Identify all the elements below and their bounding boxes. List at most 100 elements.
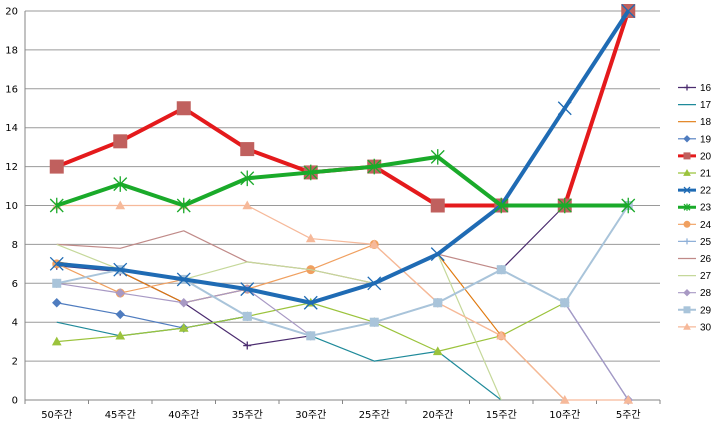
data-point: [430, 198, 445, 213]
series-line-30: [56, 204, 629, 401]
x-axis: 50주간 45주간 40주간 35주간 30주간 25주간 20주간 15주간 10주간 5주간: [24, 399, 661, 421]
x-tick-label: 10주간: [549, 409, 580, 421]
series-line-25: [56, 205, 629, 337]
data-point: [240, 282, 255, 297]
data-point: [115, 288, 125, 298]
data-point: [430, 149, 445, 165]
y-tick-label: 20: [5, 7, 18, 18]
legend-entry-28: 28: [678, 288, 712, 299]
legend-label: 25: [700, 237, 712, 248]
data-point: [433, 298, 443, 308]
legend-entry-25: 25: [678, 237, 712, 248]
data-point: [496, 265, 506, 275]
y-tick-label: 10: [5, 201, 18, 212]
x-tick-label: 15주간: [486, 409, 517, 421]
data-point: [176, 197, 191, 214]
data-point: [113, 134, 128, 149]
series-line-21: [56, 302, 566, 352]
legend-label: 16: [700, 83, 712, 94]
x-tick-label: 45주간: [105, 409, 136, 421]
data-point: [559, 394, 570, 404]
data-point: [621, 197, 636, 214]
y-tick-label: 2: [12, 357, 18, 368]
series-line-29: [56, 204, 630, 337]
data-point: [113, 176, 128, 192]
legend-marker: [683, 306, 691, 314]
series-17: [56, 315, 502, 401]
data-point: [240, 142, 255, 157]
legend-label: 30: [700, 322, 712, 333]
data-point: [621, 4, 636, 18]
series-line-22: [56, 9, 630, 305]
legend-entry-29: 29: [678, 305, 712, 316]
series-19: [52, 264, 633, 405]
y-tick-label: 8: [12, 240, 18, 251]
data-point: [367, 158, 382, 175]
data-point: [369, 239, 380, 249]
data-point: [52, 278, 62, 288]
legend-label: 17: [700, 100, 712, 111]
legend-entry-16: 16: [678, 83, 712, 94]
series-line-16: [56, 10, 629, 347]
data-point: [49, 256, 64, 271]
data-point: [242, 200, 253, 210]
data-point: [432, 346, 443, 356]
data-point: [115, 330, 126, 340]
data-point: [557, 101, 572, 116]
legend-marker: [683, 220, 691, 228]
legend-entry-30: 30: [678, 322, 712, 333]
series-line-17: [56, 315, 502, 401]
legend-marker: [683, 186, 691, 194]
legend-entry-19: 19: [678, 134, 712, 145]
legend-label: 23: [700, 203, 712, 214]
data-point: [52, 298, 62, 308]
legend-label: 20: [700, 151, 712, 162]
legend-entry-22: 22: [678, 186, 712, 197]
data-point: [49, 159, 64, 174]
series-line-19: [56, 269, 629, 401]
legend-entry-17: 17: [678, 100, 712, 111]
x-tick-label: 30주간: [295, 409, 326, 421]
data-point: [115, 309, 125, 320]
x-tick-label: 20주간: [422, 409, 453, 421]
data-point: [306, 331, 316, 341]
series-22: [49, 4, 636, 310]
data-point: [176, 101, 191, 116]
y-tick-label: 18: [5, 45, 18, 56]
data-point: [496, 330, 507, 340]
data-point: [51, 336, 62, 346]
data-point: [176, 272, 191, 287]
series-21: [51, 297, 570, 356]
y-tick-label: 16: [5, 84, 18, 95]
data-point: [494, 197, 509, 214]
series-lines: [49, 4, 636, 405]
legend-label: 27: [700, 271, 712, 282]
x-tick-label: 25주간: [359, 409, 390, 421]
legend-entry-21: 21: [678, 169, 712, 180]
series-30: [51, 200, 634, 404]
legend-entry-18: 18: [678, 117, 712, 128]
legend-label: 19: [700, 134, 712, 145]
y-tick-label: 14: [5, 123, 18, 134]
legend-marker: [684, 238, 690, 245]
data-point: [178, 323, 189, 332]
data-point: [623, 394, 634, 404]
legend: 16 17 18 19 20 21 22 23 24 25 26 27 28 29 30: [678, 83, 712, 333]
data-point: [303, 295, 318, 310]
legend-entry-27: 27: [678, 271, 712, 282]
data-point: [49, 197, 64, 214]
legend-marker: [683, 168, 691, 176]
y-tick-label: 6: [12, 279, 18, 290]
data-point: [115, 200, 126, 210]
x-tick-label: 35주간: [232, 409, 263, 421]
legend-entry-23: 23: [678, 203, 712, 214]
data-point: [560, 298, 570, 308]
x-tick-label: 5주간: [616, 409, 641, 421]
x-tick-label: 50주간: [41, 409, 72, 421]
legend-label: 26: [700, 254, 712, 265]
legend-marker: [683, 135, 691, 143]
legend-label: 24: [700, 220, 712, 231]
data-point: [179, 298, 189, 308]
x-tick-label: 40주간: [168, 409, 199, 421]
series-23: [49, 149, 636, 214]
